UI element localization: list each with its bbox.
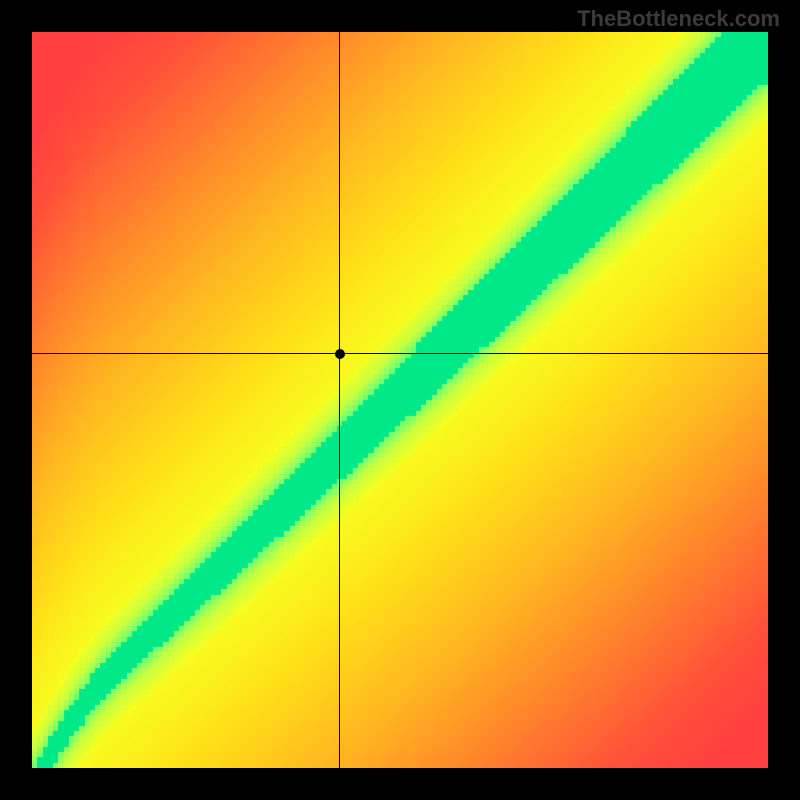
crosshair-horizontal [32,353,768,354]
bottleneck-heatmap [32,32,768,768]
crosshair-vertical [339,32,340,768]
crosshair-marker [335,349,345,359]
watermark-text: TheBottleneck.com [577,6,780,32]
